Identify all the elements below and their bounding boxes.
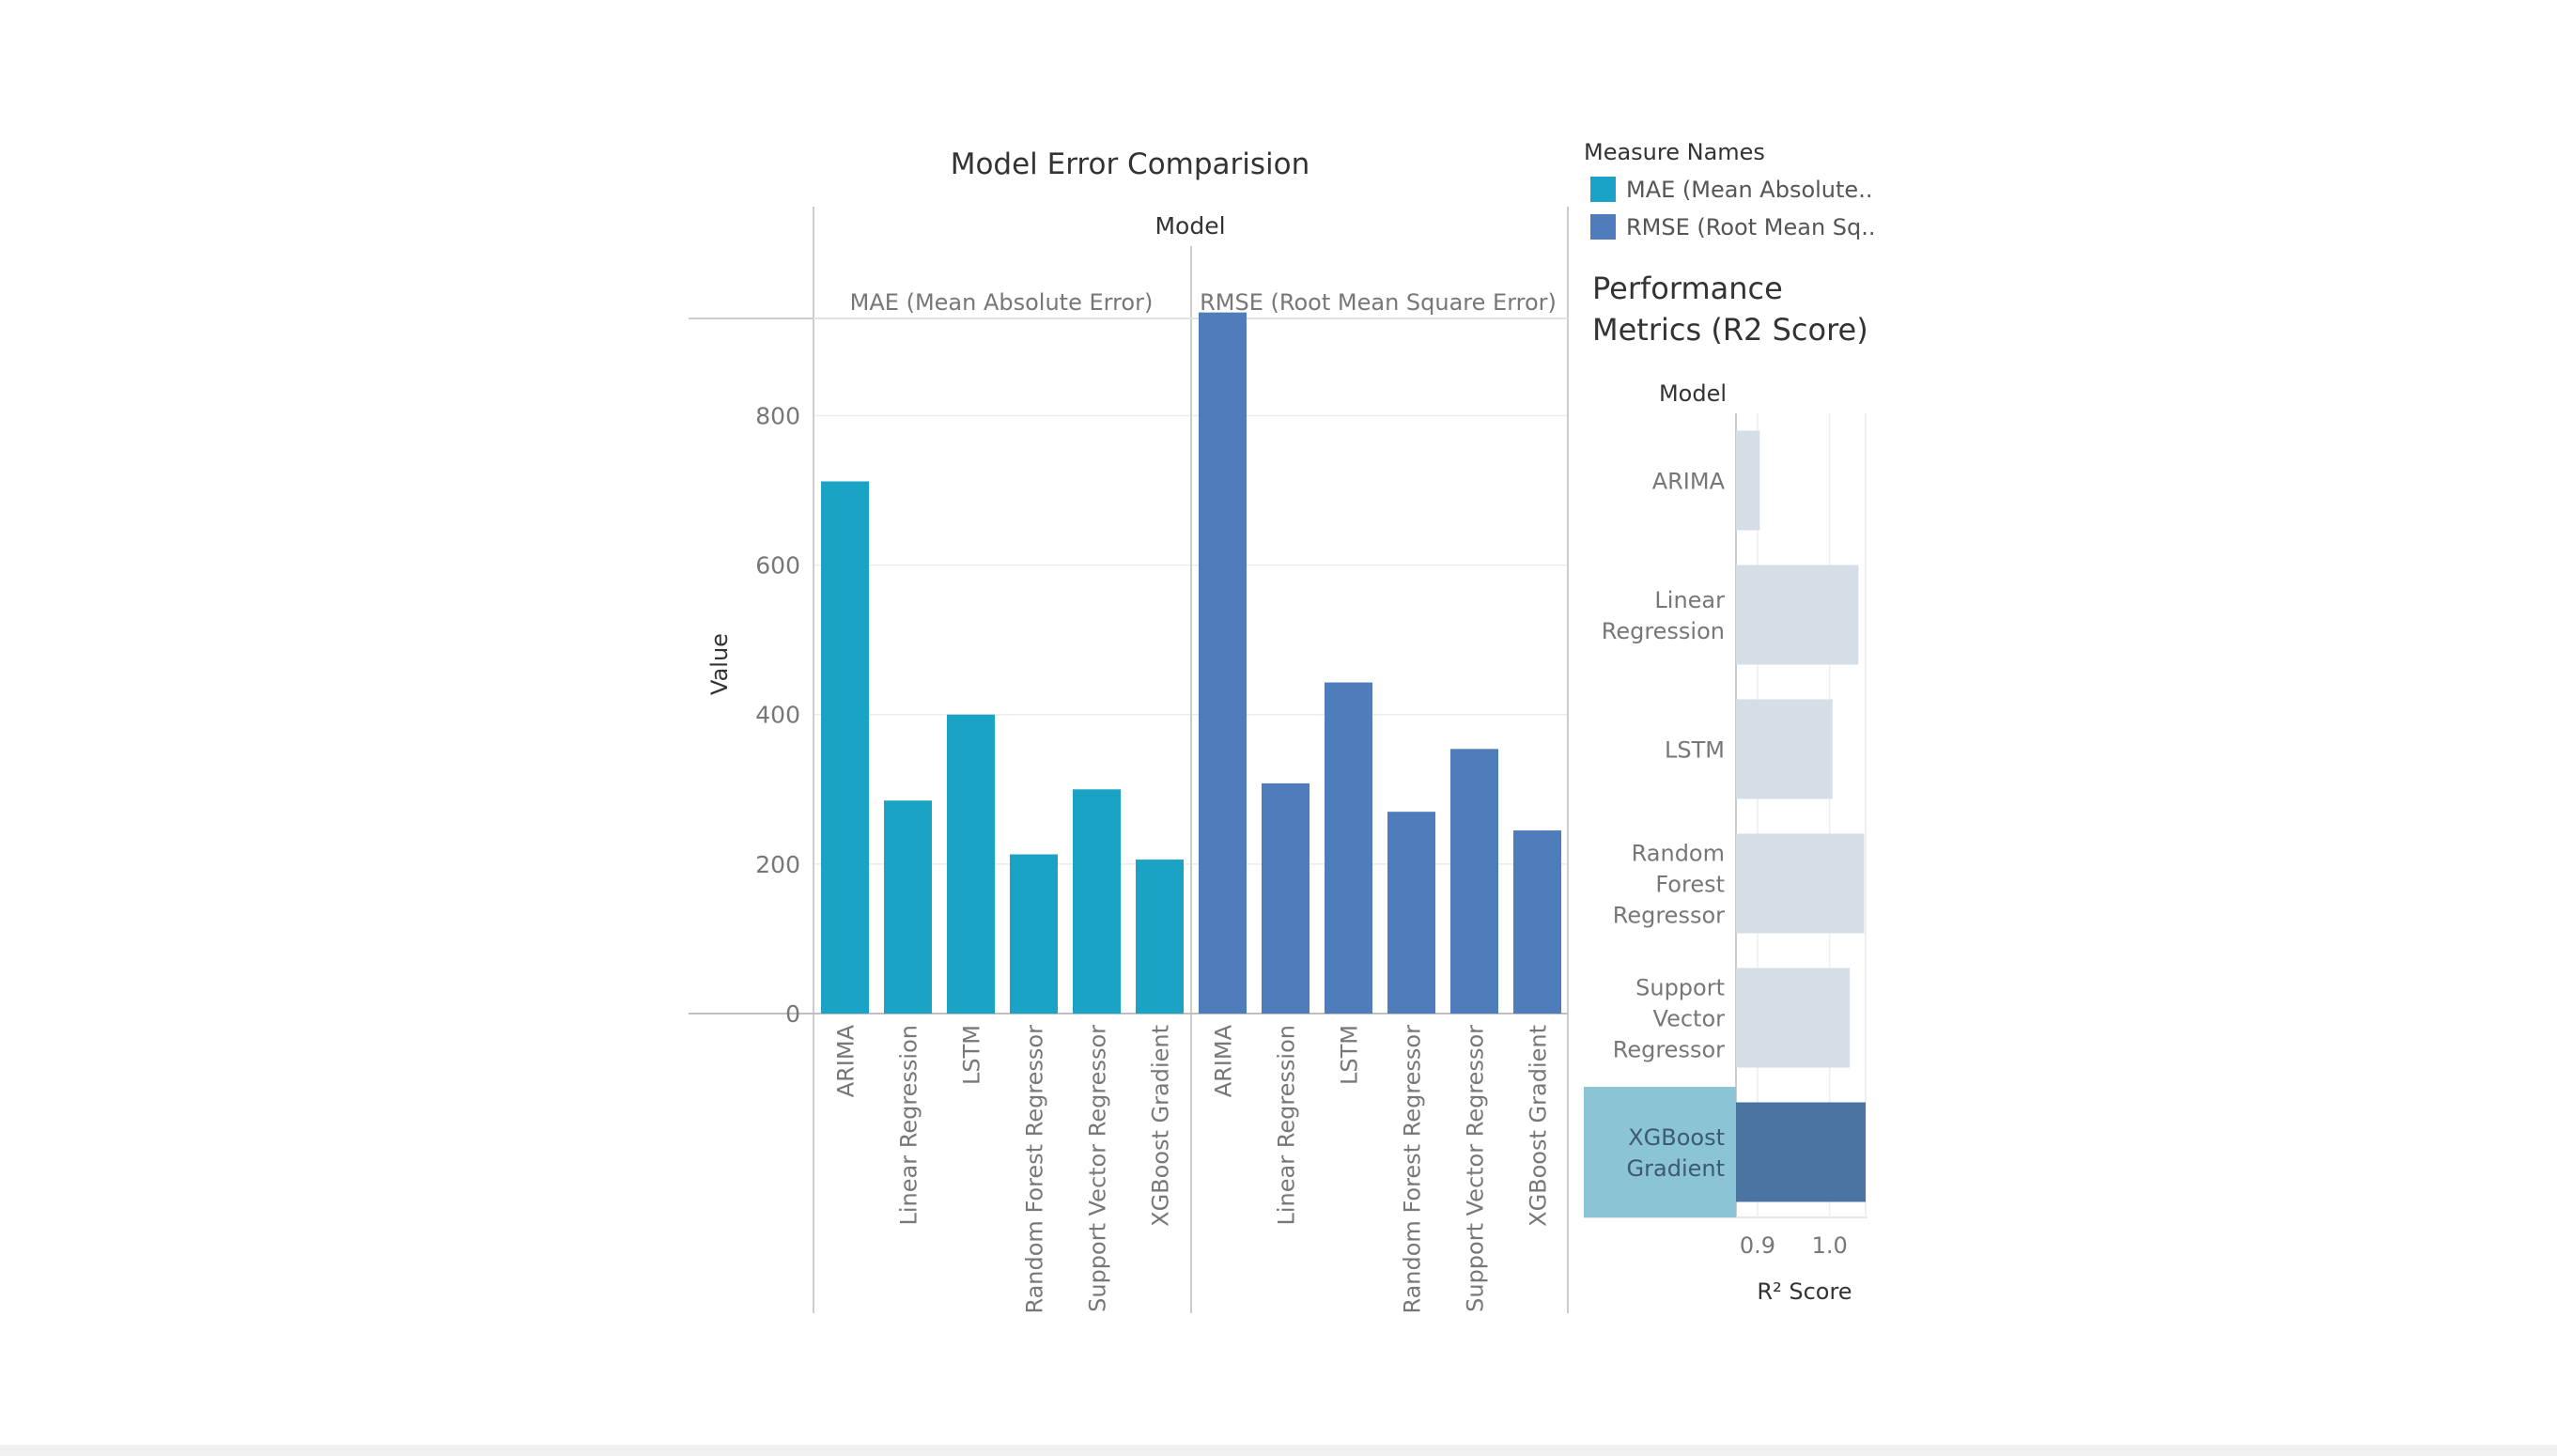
bar-mae-xgboost-gradient[interactable]	[1136, 860, 1184, 1014]
value-axis-ticks: 0 200 400 600 800	[755, 402, 800, 1028]
model-label-support-vector-regressor: Support Vector Regressor	[1463, 1025, 1489, 1312]
bar-mae-arima[interactable]	[821, 481, 869, 1014]
model-label-xgboost-gradient: XGBoost Gradient	[1148, 1025, 1174, 1227]
bar-mae-linear-regression[interactable]	[884, 800, 932, 1014]
error-chart-bars	[821, 312, 1561, 1014]
model-label-arima: ARIMA	[833, 1024, 860, 1097]
value-tick-label: 0	[785, 1000, 800, 1028]
value-tick-label: 800	[755, 402, 800, 429]
r2-label-support-vector-regressor: Support Vector Regressor	[1613, 975, 1725, 1063]
r2-label-linear-regression: Linear Regression	[1602, 587, 1725, 644]
error-chart-title: Model Error Comparision	[951, 147, 1310, 181]
r2-bar-support-vector-regressor[interactable]	[1736, 968, 1851, 1068]
r2-tick-label: 1.0	[1812, 1232, 1848, 1259]
pane-header-rmse: RMSE (Root Mean Square Error)	[1200, 289, 1557, 316]
r2-chart-title: Performance Metrics (R2 Score)	[1592, 271, 1868, 348]
r2-label-lstm: LSTM	[1665, 737, 1725, 764]
bar-rmse-lstm[interactable]	[1325, 682, 1372, 1014]
legend-item-rmse[interactable]: RMSE (Root Mean Sq..	[1590, 214, 1876, 240]
bar-rmse-random-forest-regressor[interactable]	[1387, 812, 1435, 1014]
r2-label-random-forest-regressor: Random Forest Regressor	[1613, 841, 1725, 929]
bar-mae-random-forest-regressor[interactable]	[1010, 854, 1058, 1014]
bar-rmse-support-vector-regressor[interactable]	[1450, 749, 1498, 1014]
r2-label-xgboost-gradient: XGBoost Gradient	[1627, 1124, 1725, 1182]
bar-rmse-linear-regression[interactable]	[1262, 782, 1309, 1014]
r2-bar-lstm[interactable]	[1736, 699, 1833, 799]
pane-header-mae: MAE (Mean Absolute Error)	[850, 289, 1154, 316]
r2-tick-label: 0.9	[1740, 1232, 1775, 1259]
legend-label-rmse: RMSE (Root Mean Sq..	[1626, 214, 1876, 240]
legend-title: Measure Names	[1584, 139, 1765, 165]
highlighted-row-background	[1584, 1087, 1736, 1217]
r2-bar-linear-regression[interactable]	[1736, 565, 1859, 665]
model-label-lstm: LSTM	[959, 1025, 985, 1085]
r2-bar-arima[interactable]	[1736, 430, 1760, 531]
model-label-random-forest-regressor: Random Forest Regressor	[1400, 1025, 1426, 1314]
model-column-header: Model	[1155, 212, 1225, 240]
r2-bar-random-forest-regressor[interactable]	[1736, 833, 1865, 934]
r2-bar-xgboost-gradient[interactable]	[1736, 1102, 1866, 1202]
r2-bars	[1736, 430, 1866, 1202]
model-label-linear-regression: Linear Regression	[1274, 1025, 1300, 1226]
value-tick-label: 600	[755, 552, 800, 580]
model-label-arima: ARIMA	[1211, 1024, 1237, 1097]
r2-score-chart: Performance Metrics (R2 Score) Model ARI…	[1584, 271, 1868, 1305]
r2-row-header: Model	[1659, 380, 1727, 407]
value-axis-title: Value	[706, 633, 733, 695]
legend-swatch-rmse	[1590, 214, 1616, 240]
r2-model-labels: ARIMA Linear Regression LSTM Random Forest Reg…	[1602, 469, 1726, 1183]
model-axis-labels: ARIMA Linear Regression LSTM Random Forest …	[833, 1024, 1552, 1313]
bar-rmse-xgboost-gradient[interactable]	[1513, 830, 1561, 1014]
model-label-linear-regression: Linear Regression	[896, 1025, 922, 1226]
legend-item-mae[interactable]: MAE (Mean Absolute..	[1590, 177, 1872, 203]
bar-mae-lstm[interactable]	[947, 714, 995, 1014]
r2-gridlines	[1757, 413, 1831, 1217]
value-tick-label: 200	[755, 851, 800, 878]
bar-rmse-arima[interactable]	[1199, 312, 1247, 1014]
r2-axis-title: R² Score	[1757, 1278, 1852, 1305]
legend-label-mae: MAE (Mean Absolute..	[1626, 177, 1872, 203]
value-tick-label: 400	[755, 702, 800, 729]
bottom-scroll-strip	[0, 1445, 2557, 1456]
model-label-lstm: LSTM	[1337, 1025, 1363, 1085]
legend-swatch-mae	[1590, 177, 1616, 202]
highlighted-label-cell	[1584, 1087, 1736, 1217]
model-label-xgboost-gradient: XGBoost Gradient	[1526, 1025, 1552, 1227]
bar-mae-support-vector-regressor[interactable]	[1073, 789, 1121, 1014]
model-error-chart: Model Error Comparision Model Value MAE …	[689, 147, 1569, 1314]
error-chart-frame	[689, 207, 1569, 1313]
model-label-random-forest-regressor: Random Forest Regressor	[1022, 1025, 1048, 1314]
r2-axis-ticks: 0.9 1.0	[1740, 1232, 1848, 1259]
legend: Measure Names MAE (Mean Absolute.. RMSE …	[1584, 139, 1876, 240]
r2-label-arima: ARIMA	[1652, 469, 1726, 495]
model-label-support-vector-regressor: Support Vector Regressor	[1085, 1025, 1111, 1312]
